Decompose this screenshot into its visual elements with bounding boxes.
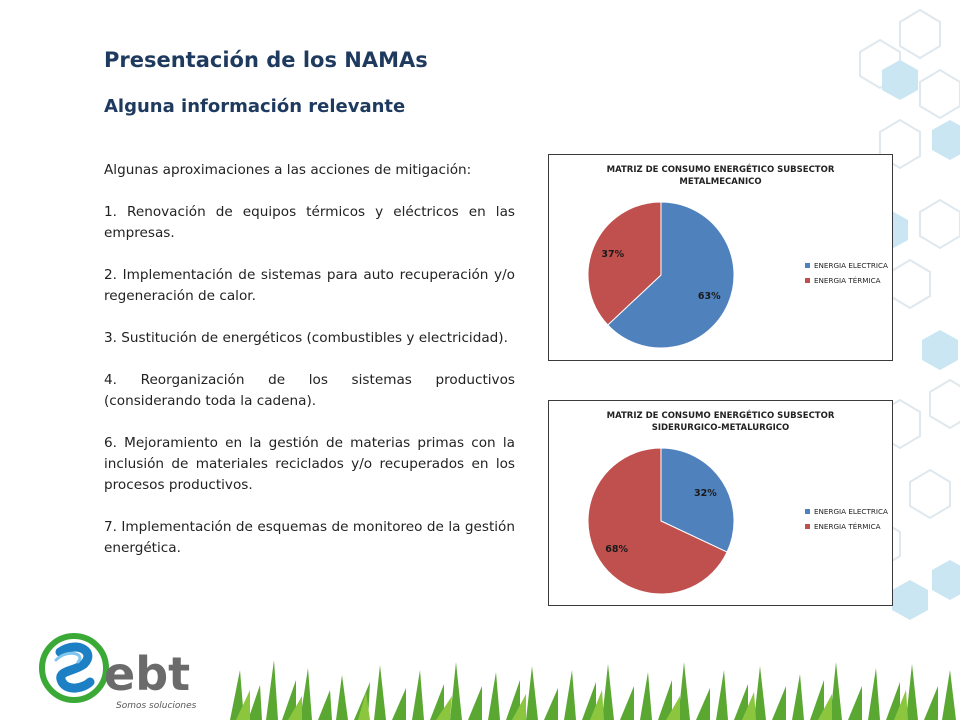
pie-chart-svg: MATRIZ DE CONSUMO ENERGÉTICO SUBSECTOR ME… xyxy=(587,163,888,349)
pie-slice xyxy=(660,447,735,553)
pie-data-label: 68% xyxy=(605,544,628,555)
pie-data-label: 37% xyxy=(601,249,624,260)
pie-slice xyxy=(587,447,728,595)
mitigation-actions-text: Algunas aproximaciones a las acciones de… xyxy=(104,160,515,580)
logo-wordmark: ebt xyxy=(104,647,190,701)
legend-label: ENERGIA ELECTRICA xyxy=(814,261,888,270)
page-title: Presentación de los NAMAs xyxy=(104,48,428,72)
pie-chart-siderurgico: MATRIZ DE CONSUMO ENERGÉTICO SUBSECTOR SI… xyxy=(548,400,893,606)
chart-title-line: MATRIZ DE CONSUMO ENERGÉTICO SUBSECTOR xyxy=(607,409,835,421)
pie-slice xyxy=(607,201,735,349)
pie-data-label: 63% xyxy=(698,291,721,302)
legend-swatch xyxy=(805,509,810,514)
grass-decoration xyxy=(230,660,956,720)
chart-title-line: SIDERURGICO-METALURGICO xyxy=(652,423,790,433)
chart-title-line: MATRIZ DE CONSUMO ENERGÉTICO SUBSECTOR xyxy=(607,163,835,175)
pie-chart-metalmecanico: MATRIZ DE CONSUMO ENERGÉTICO SUBSECTOR ME… xyxy=(548,154,893,361)
action-item: 7. Implementación de esquemas de monitor… xyxy=(104,519,515,556)
pie-data-label: 32% xyxy=(694,488,717,499)
legend-swatch xyxy=(805,278,810,283)
action-item: 3. Sustitución de energéticos (combustib… xyxy=(104,330,508,346)
legend-swatch xyxy=(805,263,810,268)
action-item: 6. Mejoramiento en la gestión de materia… xyxy=(104,435,515,493)
intro-paragraph: Algunas aproximaciones a las acciones de… xyxy=(104,162,472,178)
hexagon-pattern-decoration xyxy=(839,8,960,620)
page-subtitle: Alguna información relevante xyxy=(104,96,406,117)
legend-swatch xyxy=(805,524,810,529)
logo-tagline: Somos soluciones xyxy=(116,701,197,711)
legend-label: ENERGIA TÉRMICA xyxy=(814,276,881,285)
action-item: 4. Reorganización de los sistemas produc… xyxy=(104,372,515,409)
legend-label: ENERGIA TÉRMICA xyxy=(814,522,881,531)
ebt-logo: ebt Somos soluciones xyxy=(39,633,197,711)
action-item: 1. Renovación de equipos térmicos y eléc… xyxy=(104,204,515,241)
chart-title-line: METALMECANICO xyxy=(679,177,761,187)
legend-label: ENERGIA ELECTRICA xyxy=(814,507,888,516)
pie-chart-svg: MATRIZ DE CONSUMO ENERGÉTICO SUBSECTOR SI… xyxy=(587,409,888,595)
pie-slice xyxy=(587,201,662,326)
action-item: 2. Implementación de sistemas para auto … xyxy=(104,267,515,304)
